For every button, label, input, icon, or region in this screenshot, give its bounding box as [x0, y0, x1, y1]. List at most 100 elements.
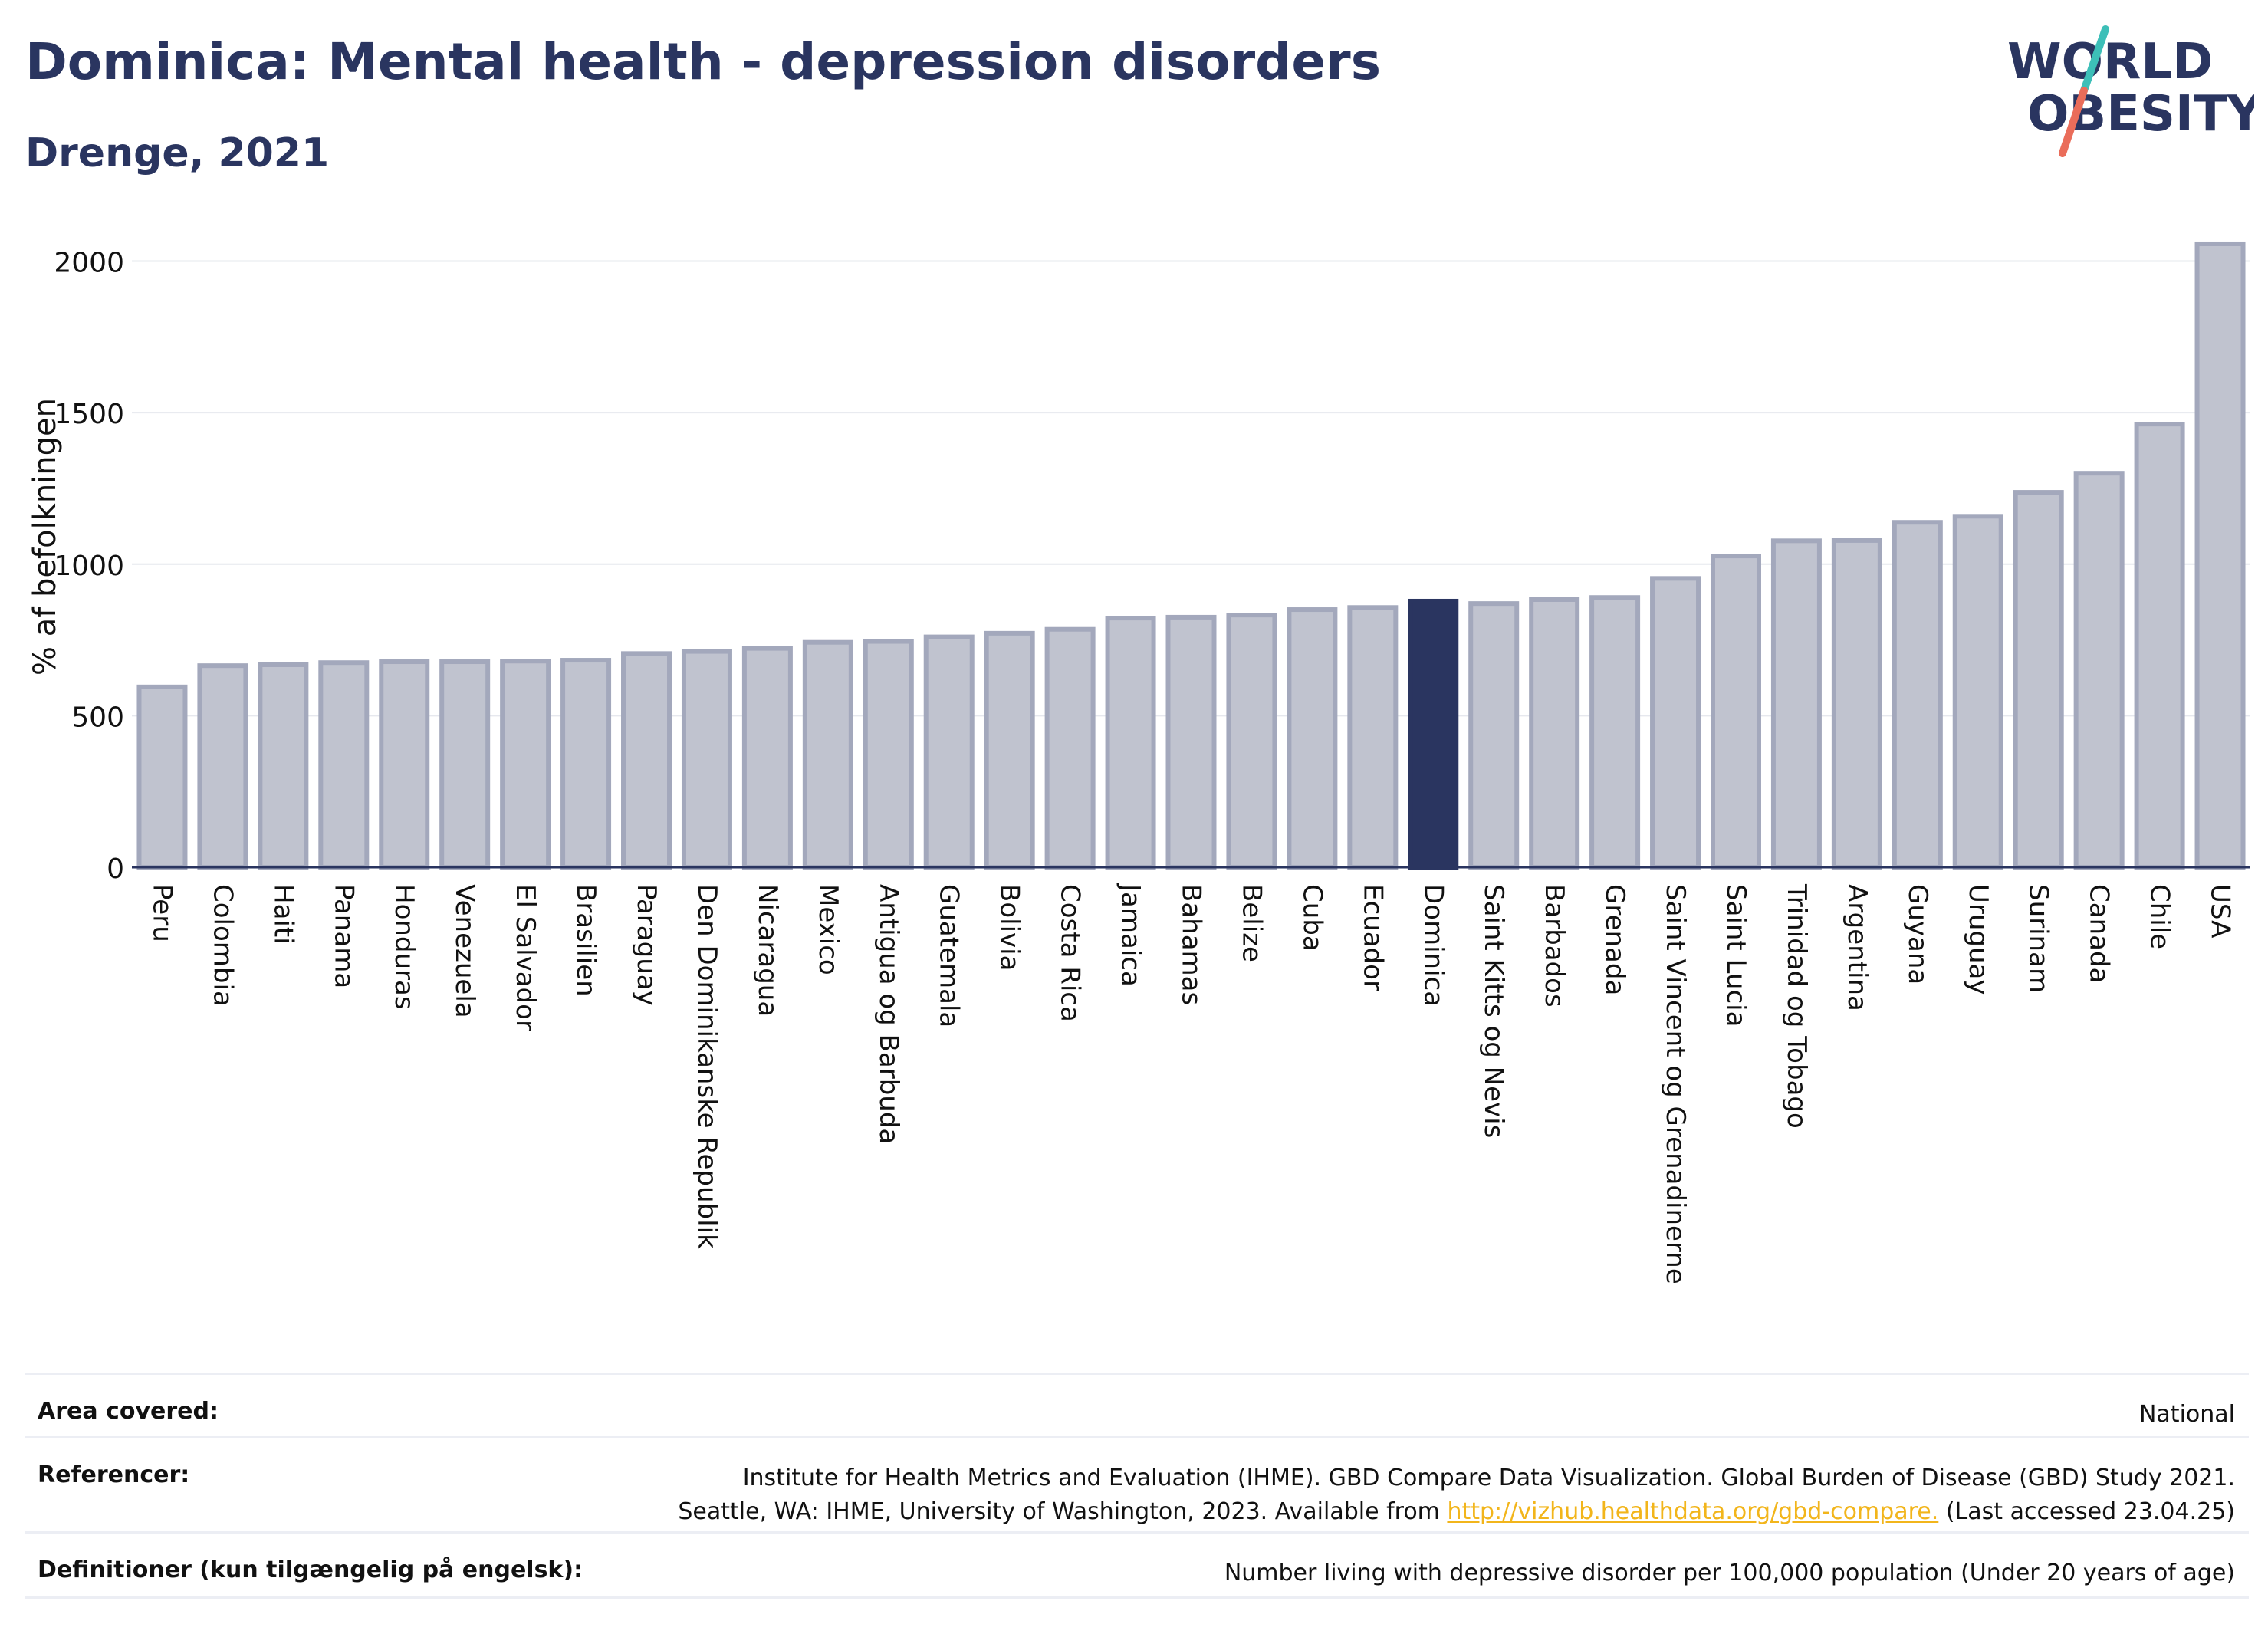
bar-belize: [1226, 613, 1277, 870]
bar-chile: [2134, 422, 2185, 870]
bar-jamaica: [1105, 616, 1156, 870]
x-tick-label: Paraguay: [631, 884, 662, 1006]
bar-antigua-og-barbuda: [863, 639, 914, 870]
footer-def-label: Definitioner (kun tilgængelig på engelsk…: [38, 1557, 583, 1583]
bar-peru: [136, 684, 188, 870]
x-tick-label: Panama: [328, 884, 359, 988]
footer-ref-line2-pre: Seattle, WA: IHME, University of Washing…: [678, 1498, 1448, 1525]
bar-bahamas: [1165, 614, 1217, 870]
axis-layer: 0 500 1000 1500 2000 Peru Colombia Haiti Panama H…: [54, 248, 2250, 1284]
x-tick-label: Antigua og Barbuda: [873, 884, 904, 1144]
x-tick-label: Guatemala: [934, 884, 965, 1027]
bar-uruguay: [1952, 514, 2003, 870]
bar-den-dominikanske-republik: [681, 649, 732, 870]
bar-dominica: [1408, 598, 1459, 870]
bar-bolivia: [984, 630, 1035, 870]
x-tick-label: Mexico: [813, 884, 843, 975]
x-tick-label: Canada: [2084, 884, 2115, 983]
logo-word-world: WORLD: [2007, 34, 2213, 90]
bar-el-salvador: [500, 659, 551, 870]
y-tick-label: 0: [107, 853, 124, 885]
x-tick-label: Belize: [1236, 884, 1267, 962]
x-tick-label: Jamaica: [1116, 883, 1146, 987]
bar-barbados: [1529, 597, 1580, 870]
x-tick-label: Surinam: [2023, 884, 2054, 993]
bar-guatemala: [923, 634, 975, 870]
x-tick-label: Grenada: [1599, 884, 1630, 995]
x-tick-label: Argentina: [1842, 884, 1872, 1011]
x-tick-label: Venezuela: [449, 884, 480, 1018]
footer-row-references: Referencer: Institute for Health Metrics…: [25, 1436, 2249, 1534]
bar-mexico: [802, 639, 853, 870]
bar-usa: [2194, 241, 2246, 870]
footer-divider: [25, 1596, 2249, 1599]
bar-paraguay: [621, 651, 672, 870]
world-obesity-logo: WORLD OBESITY: [2007, 25, 2254, 157]
bar-saint-kitts-og-nevis: [1468, 601, 1520, 870]
footer-def-value: Number living with depressive disorder p…: [1224, 1560, 2235, 1586]
bar-venezuela: [439, 659, 491, 870]
bar-panama: [318, 660, 370, 870]
bar-honduras: [379, 659, 430, 870]
y-tick-label: 500: [71, 702, 124, 733]
bar-ecuador: [1347, 605, 1399, 870]
bar-grenada: [1589, 595, 1641, 870]
y-axis-label: % af befolkningen: [28, 398, 63, 676]
x-tick-label: Trinidad og Tobago: [1781, 883, 1812, 1129]
footer-ref-line2: Seattle, WA: IHME, University of Washing…: [678, 1495, 2235, 1529]
footer-area-label: Area covered:: [38, 1398, 219, 1425]
bar-costa-rica: [1044, 626, 1096, 870]
x-tick-label: Den Dominikanske Republik: [692, 884, 722, 1249]
x-tick-label: Peru: [146, 884, 177, 942]
x-tick-label: Haiti: [268, 884, 298, 945]
x-tick-label: Saint Vincent og Grenadinerne: [1660, 884, 1691, 1284]
bar-surinam: [2013, 490, 2064, 870]
x-tick-label: El Salvador: [510, 884, 541, 1031]
x-tick-label: Saint Kitts og Nevis: [1478, 884, 1509, 1138]
footer-row-definitions: Definitioner (kun tilgængelig på engelsk…: [25, 1531, 2249, 1599]
x-tick-label: Brasilien: [570, 884, 601, 997]
footer-ref-line2-post: (Last accessed 23.04.25): [1938, 1498, 2235, 1525]
bar-haiti: [258, 662, 309, 870]
x-tick-label: Dominica: [1418, 884, 1448, 1007]
x-tick-label: Bolivia: [994, 884, 1025, 971]
x-tick-label: Cuba: [1297, 884, 1327, 952]
bar-chart: 0 500 1000 1500 2000 Peru Colombia Haiti Panama H…: [28, 241, 2250, 1284]
x-tick-label: Bahamas: [1176, 884, 1207, 1005]
x-tick-label: USA: [2205, 884, 2236, 938]
bar-saint-vincent-og-grenadinerne: [1650, 576, 1701, 870]
bar-saint-lucia: [1710, 554, 1761, 870]
footer-area-value: National: [2138, 1401, 2235, 1428]
footer-ref-label: Referencer:: [38, 1461, 190, 1488]
page-title: Dominica: Mental health - depression dis…: [25, 32, 1382, 91]
bar-trinidad-og-tobago: [1770, 538, 1822, 870]
x-tick-label: Uruguay: [1963, 884, 1994, 995]
x-tick-label: Barbados: [1539, 884, 1570, 1008]
x-tick-label: Honduras: [389, 884, 419, 1010]
x-tick-label: Colombia: [207, 884, 238, 1007]
footer-ref-value: Institute for Health Metrics and Evaluat…: [678, 1461, 2235, 1529]
x-tick-label: Nicaragua: [752, 884, 783, 1017]
footer-row-area: Area covered: National: [25, 1373, 2249, 1438]
bar-colombia: [197, 663, 248, 870]
x-tick-label: Saint Lucia: [1721, 884, 1751, 1027]
bar-cuba: [1287, 607, 1338, 870]
x-tick-label: Chile: [2145, 884, 2175, 949]
y-tick-label: 1000: [54, 551, 124, 582]
footer-ref-line1: Institute for Health Metrics and Evaluat…: [742, 1465, 2235, 1491]
logo-word-obesity: OBESITY: [2027, 86, 2254, 143]
logo-slash-coral: [2059, 87, 2088, 157]
bar-canada: [2073, 471, 2125, 870]
y-tick-label: 2000: [54, 248, 124, 279]
logo-slash-teal: [2080, 25, 2109, 94]
x-tick-label: Ecuador: [1357, 884, 1388, 991]
bar-guyana: [1892, 520, 1943, 870]
y-tick-label: 1500: [54, 399, 124, 430]
bar-argentina: [1831, 538, 1882, 870]
x-tick-label: Costa Rica: [1055, 884, 1086, 1022]
bars-layer: [136, 241, 2246, 870]
x-tick-label: Guyana: [1902, 884, 1933, 985]
bar-nicaragua: [741, 646, 793, 870]
bar-brasilien: [560, 658, 612, 870]
footer-ref-link[interactable]: http://vizhub.healthdata.org/gbd-compare…: [1447, 1498, 1939, 1525]
